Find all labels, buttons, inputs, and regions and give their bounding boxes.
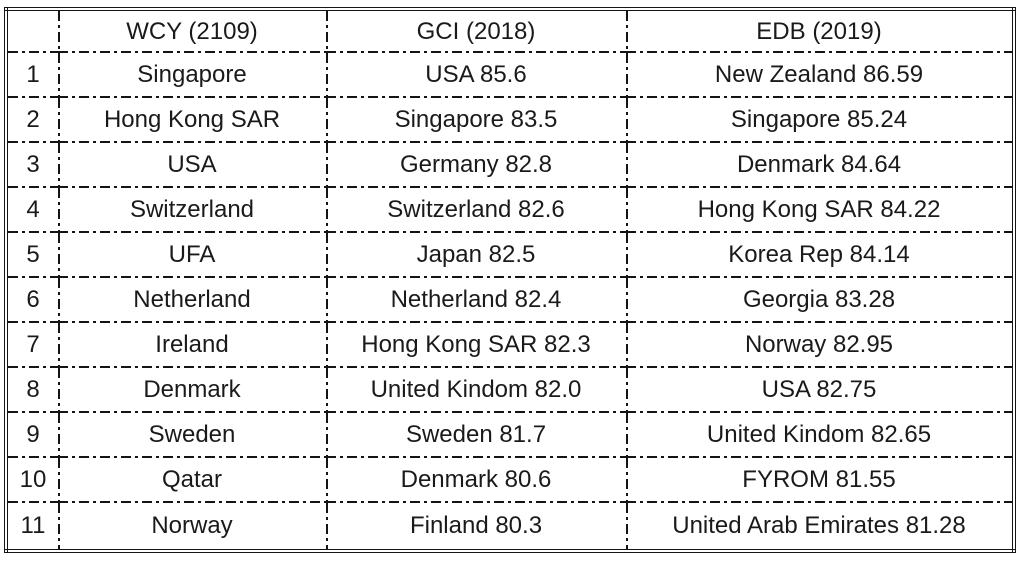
table-row: 3 USA Germany 82.8 Denmark 84.64 <box>6 142 1014 188</box>
wcy-cell: Ireland <box>58 322 326 368</box>
edb-cell: Denmark 84.64 <box>626 142 1014 188</box>
wcy-cell: Switzerland <box>58 187 326 233</box>
rankings-table: WCY (2109) GCI (2018) EDB (2019) 1 Singa… <box>4 7 1016 553</box>
gci-cell: Germany 82.8 <box>326 142 626 188</box>
wcy-cell: UFA <box>58 232 326 278</box>
header-row: WCY (2109) GCI (2018) EDB (2019) <box>6 9 1014 53</box>
gci-cell: United Kindom 82.0 <box>326 367 626 413</box>
rank-cell: 11 <box>20 511 46 539</box>
rank-cell: 8 <box>6 367 58 413</box>
wcy-cell: USA <box>58 142 326 188</box>
gci-cell: Hong Kong SAR 82.3 <box>326 322 626 368</box>
edb-cell: Hong Kong SAR 84.22 <box>626 187 1014 233</box>
gci-cell: Finland 80.3 <box>326 502 626 551</box>
table-row: 4 Switzerland Switzerland 82.6 Hong Kong… <box>6 187 1014 233</box>
edb-cell: United Arab Emirates 81.28 <box>626 502 1014 551</box>
edb-cell: FYROM 81.55 <box>626 457 1014 503</box>
edb-cell: Singapore 85.24 <box>626 97 1014 143</box>
wcy-cell: Netherland <box>58 277 326 323</box>
edb-cell: New Zealand 86.59 <box>626 53 1014 98</box>
table-row: 6 Netherland Netherland 82.4 Georgia 83.… <box>6 277 1014 323</box>
edb-cell: Georgia 83.28 <box>626 277 1014 323</box>
gci-cell: Singapore 83.5 <box>326 97 626 143</box>
table-row: 2 Hong Kong SAR Singapore 83.5 Singapore… <box>6 97 1014 143</box>
rank-cell: 4 <box>6 187 58 233</box>
edb-cell: Korea Rep 84.14 <box>626 232 1014 278</box>
gci-cell: Denmark 80.6 <box>326 457 626 503</box>
edb-cell: Norway 82.95 <box>626 322 1014 368</box>
rank-cell: 7 <box>6 322 58 368</box>
wcy-cell: Qatar <box>58 457 326 503</box>
wcy-cell: Singapore <box>58 53 326 98</box>
edb-cell: United Kindom 82.65 <box>626 412 1014 458</box>
table-row: 9 Sweden Sweden 81.7 United Kindom 82.65 <box>6 412 1014 458</box>
rank-cell: 5 <box>6 232 58 278</box>
wcy-cell: Denmark <box>58 367 326 413</box>
col-header-edb: EDB (2019) <box>626 9 1014 53</box>
wcy-cell: Hong Kong SAR <box>58 97 326 143</box>
table-row: 11 Norway Finland 80.3 United Arab Emira… <box>6 502 1014 551</box>
col-header-gci: GCI (2018) <box>326 9 626 53</box>
table-row: 10 Qatar Denmark 80.6 FYROM 81.55 <box>6 457 1014 503</box>
col-header-wcy: WCY (2109) <box>58 9 326 53</box>
rank-cell: 10 <box>6 457 58 503</box>
rank-cell: 3 <box>6 142 58 188</box>
rankings-table-container: WCY (2109) GCI (2018) EDB (2019) 1 Singa… <box>4 7 1016 553</box>
rank-cell: 1 <box>6 53 58 98</box>
wcy-cell: Sweden <box>58 412 326 458</box>
table-row: 5 UFA Japan 82.5 Korea Rep 84.14 <box>6 232 1014 278</box>
gci-cell: Switzerland 82.6 <box>326 187 626 233</box>
gci-cell: USA 85.6 <box>326 53 626 98</box>
gci-cell: Japan 82.5 <box>326 232 626 278</box>
wcy-cell: Norway <box>58 502 326 551</box>
edb-cell: USA 82.75 <box>626 367 1014 413</box>
table-row: 7 Ireland Hong Kong SAR 82.3 Norway 82.9… <box>6 322 1014 368</box>
gci-cell: Netherland 82.4 <box>326 277 626 323</box>
rank-cell: 9 <box>6 412 58 458</box>
rank-cell: 2 <box>6 97 58 143</box>
col-header-rank <box>6 9 58 53</box>
table-row: 8 Denmark United Kindom 82.0 USA 82.75 <box>6 367 1014 413</box>
table-row: 1 Singapore USA 85.6 New Zealand 86.59 <box>6 53 1014 98</box>
gci-cell: Sweden 81.7 <box>326 412 626 458</box>
rank-cell: 6 <box>6 277 58 323</box>
